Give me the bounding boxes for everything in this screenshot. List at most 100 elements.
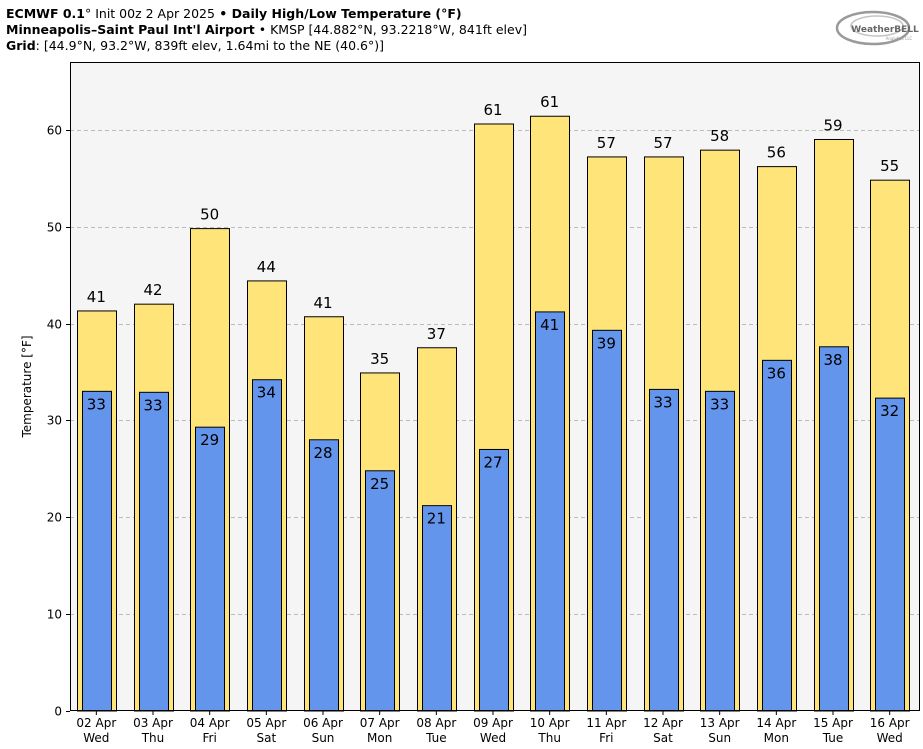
low-temp-bar bbox=[422, 505, 452, 712]
bars: 41 33 42 33 50 29 44 34 41 28 35 25 37 21 61 27 61 41 57 39… bbox=[77, 93, 910, 712]
high-temp-label: 58 bbox=[710, 127, 729, 145]
x-tick-label-day: Wed bbox=[480, 731, 506, 745]
x-tick-label-day: Sat bbox=[653, 731, 673, 745]
chart-title: Daily High/Low Temperature (°F) bbox=[231, 6, 462, 21]
high-temp-label: 41 bbox=[313, 294, 332, 312]
model-degree: ° bbox=[84, 6, 92, 21]
logo-text: WeatherBELL bbox=[851, 25, 919, 35]
x-tick-label-date: 11 Apr bbox=[586, 716, 626, 730]
x-tick-label-day: Thu bbox=[537, 731, 561, 745]
high-temp-label: 35 bbox=[370, 350, 389, 368]
low-temp-bar bbox=[762, 359, 792, 712]
x-tick-label-day: Sun bbox=[708, 731, 731, 745]
x-tick-label-date: 02 Apr bbox=[76, 716, 116, 730]
low-temp-bar bbox=[875, 397, 905, 712]
init-time: Init 00z 2 Apr 2025 bbox=[91, 6, 215, 21]
x-tick-label-date: 10 Apr bbox=[530, 716, 570, 730]
high-temp-label: 55 bbox=[880, 157, 899, 175]
header-separator: • bbox=[214, 6, 232, 21]
low-temp-bar bbox=[535, 311, 565, 712]
low-temp-bar bbox=[82, 390, 112, 712]
high-temp-label: 56 bbox=[767, 144, 786, 162]
low-temp-label: 33 bbox=[710, 395, 729, 413]
low-temp-label: 36 bbox=[767, 364, 786, 382]
high-temp-label: 41 bbox=[87, 288, 106, 306]
low-temp-label: 28 bbox=[313, 444, 332, 462]
x-tick-label-date: 16 Apr bbox=[870, 716, 910, 730]
x-tick-label-date: 03 Apr bbox=[133, 716, 173, 730]
grid-label: Grid bbox=[6, 38, 36, 53]
high-temp-label: 37 bbox=[427, 325, 446, 343]
low-temp-label: 29 bbox=[200, 431, 219, 449]
low-temp-label: 41 bbox=[540, 316, 559, 334]
model-name: ECMWF 0.1 bbox=[6, 6, 85, 21]
plot-frame bbox=[70, 62, 920, 711]
x-tick-label-date: 06 Apr bbox=[303, 716, 343, 730]
y-tick-label: 10 bbox=[47, 608, 62, 622]
x-tick-label-date: 04 Apr bbox=[190, 716, 230, 730]
high-temp-label: 59 bbox=[823, 116, 842, 134]
y-axis-label: Temperature [°F] bbox=[20, 335, 34, 438]
chart-header: ECMWF 0.1° Init 00z 2 Apr 2025 • Daily H… bbox=[6, 6, 527, 54]
x-tick-label-date: 15 Apr bbox=[813, 716, 853, 730]
low-temp-bar bbox=[479, 448, 509, 712]
low-temp-bar bbox=[649, 388, 679, 712]
x-tick-label-day: Fri bbox=[599, 731, 613, 745]
y-tick-label: 40 bbox=[47, 318, 62, 332]
high-temp-label: 44 bbox=[257, 258, 276, 276]
low-temp-bar bbox=[365, 470, 395, 712]
low-temp-label: 33 bbox=[87, 395, 106, 413]
station-info: KMSP [44.882°N, 93.2218°W, 841ft elev] bbox=[270, 22, 527, 37]
x-tick-label-day: Wed bbox=[83, 731, 109, 745]
x-tick-label-day: Mon bbox=[367, 731, 392, 745]
x-tick-label-date: 05 Apr bbox=[246, 716, 286, 730]
low-temp-bar bbox=[705, 390, 735, 712]
logo-swirl bbox=[835, 10, 911, 46]
x-tick-label-day: Mon bbox=[764, 731, 789, 745]
x-tick-label-date: 08 Apr bbox=[416, 716, 456, 730]
x-tick-label-date: 13 Apr bbox=[700, 716, 740, 730]
low-temp-bar bbox=[195, 426, 225, 712]
x-tick-label-date: 12 Apr bbox=[643, 716, 683, 730]
high-temp-label: 57 bbox=[597, 134, 616, 152]
logo-subtext: Analytics LLC bbox=[886, 36, 913, 41]
logo-swirl-inner bbox=[850, 15, 904, 37]
y-tick-label: 60 bbox=[47, 124, 62, 138]
low-temp-label: 21 bbox=[427, 510, 446, 528]
low-temp-label: 25 bbox=[370, 475, 389, 493]
high-temp-label: 42 bbox=[143, 281, 162, 299]
grid-info: : [44.9°N, 93.2°W, 839ft elev, 1.64mi to… bbox=[35, 38, 385, 53]
header-line-model: ECMWF 0.1° Init 00z 2 Apr 2025 • Daily H… bbox=[6, 6, 527, 22]
weatherbell-logo: WeatherBELL Analytics LLC bbox=[835, 10, 919, 46]
header-line-grid: Grid: [44.9°N, 93.2°W, 839ft elev, 1.64m… bbox=[6, 38, 527, 54]
x-tick-label-day: Fri bbox=[203, 731, 217, 745]
x-tick-label-day: Wed bbox=[877, 731, 903, 745]
high-temp-label: 61 bbox=[483, 101, 502, 119]
x-tick-label-day: Sat bbox=[256, 731, 276, 745]
x-tick-label-date: 07 Apr bbox=[360, 716, 400, 730]
low-temp-bar bbox=[592, 329, 622, 712]
low-temp-label: 39 bbox=[597, 334, 616, 352]
high-temp-label: 50 bbox=[200, 206, 219, 224]
low-temp-bar bbox=[252, 379, 282, 712]
low-temp-bar bbox=[819, 346, 849, 712]
y-tick-label: 0 bbox=[54, 705, 62, 719]
low-temp-label: 27 bbox=[483, 453, 502, 471]
x-tick-label-day: Thu bbox=[141, 731, 165, 745]
y-tick-label: 30 bbox=[47, 414, 62, 428]
low-temp-label: 33 bbox=[653, 393, 672, 411]
x-tick-label-day: Sun bbox=[312, 731, 335, 745]
x-tick-label-day: Tue bbox=[425, 731, 447, 745]
high-temp-label: 57 bbox=[653, 134, 672, 152]
station-name: Minneapolis–Saint Paul Int'l Airport bbox=[6, 22, 255, 37]
y-tick-label: 50 bbox=[47, 221, 62, 235]
y-tick-label: 20 bbox=[47, 511, 62, 525]
low-temp-label: 32 bbox=[880, 402, 899, 420]
header-line-station: Minneapolis–Saint Paul Int'l Airport • K… bbox=[6, 22, 527, 38]
low-temp-label: 38 bbox=[823, 351, 842, 369]
header-separator: • bbox=[254, 22, 271, 37]
x-tick-label-date: 09 Apr bbox=[473, 716, 513, 730]
low-temp-label: 34 bbox=[257, 384, 276, 402]
